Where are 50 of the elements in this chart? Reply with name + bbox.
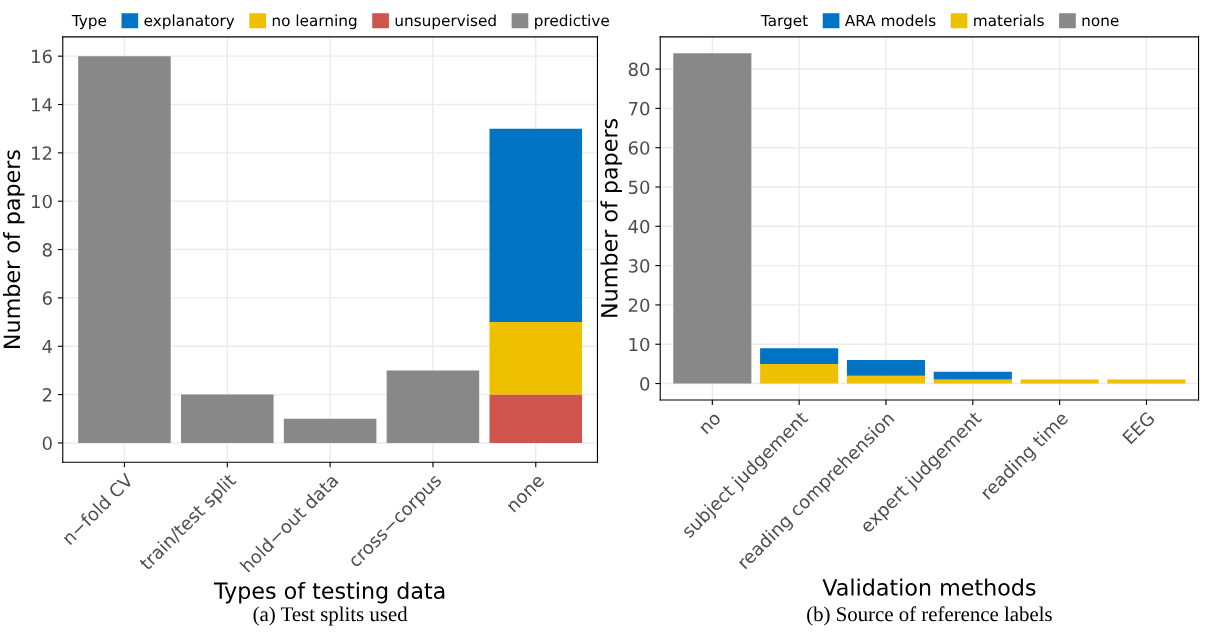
x-tick-label: no	[700, 413, 722, 435]
bar	[846, 375, 926, 384]
bar	[489, 322, 583, 395]
legend-title: Type	[71, 14, 107, 30]
bar	[1020, 379, 1099, 384]
y-tick-label: 16	[32, 49, 52, 64]
legend-label: materials	[974, 14, 1044, 27]
y-axis-title: Number of papers	[600, 119, 622, 317]
bar	[489, 394, 583, 443]
bar	[760, 348, 839, 364]
y-tick-label: 10	[629, 337, 650, 352]
y-tick-label: 2	[42, 388, 52, 402]
bar	[78, 56, 171, 443]
y-axis-title: Number of papers	[3, 150, 25, 348]
bar	[181, 394, 274, 443]
bar	[283, 418, 377, 443]
legend-title: Target	[760, 14, 808, 30]
text: (a) Test splits used	[253, 606, 408, 626]
legend-label: none	[1082, 17, 1119, 27]
text: (b) Source of reference labels	[807, 606, 1052, 626]
y-tick-label: 14	[32, 98, 53, 112]
x-axis-title: Types of testing data	[213, 581, 445, 604]
y-tick-label: 60	[628, 141, 650, 155]
y-tick-label: 20	[628, 298, 650, 313]
bar	[673, 53, 752, 384]
y-tick-label: 6	[42, 291, 52, 306]
legend-label: explanatory	[144, 14, 235, 30]
legend-label: unsupervised	[395, 14, 496, 30]
y-tick-label: 30	[628, 259, 650, 273]
y-tick-label: 12	[32, 146, 52, 160]
bar	[760, 363, 839, 384]
y-tick-label: 8	[42, 243, 52, 257]
bar	[846, 359, 926, 376]
legend-label: predictive	[535, 14, 609, 30]
y-tick-label: 50	[628, 180, 650, 195]
y-tick-label: 0	[42, 436, 52, 451]
y-tick-label: 80	[628, 62, 650, 77]
y-tick-label: 70	[629, 101, 650, 116]
bar	[1107, 379, 1186, 384]
bar	[489, 128, 583, 323]
x-axis-title: Validation methods	[822, 578, 1036, 596]
bar	[933, 379, 1012, 384]
bar	[933, 371, 1012, 380]
y-tick-label: 10	[32, 194, 52, 209]
legend-label: no learning	[272, 14, 357, 30]
y-tick-label: 4	[42, 339, 53, 354]
y-tick-label: 40	[628, 219, 650, 234]
y-tick-label: 0	[640, 377, 650, 391]
legend-label: ARA models	[844, 14, 936, 27]
bar	[386, 370, 480, 443]
